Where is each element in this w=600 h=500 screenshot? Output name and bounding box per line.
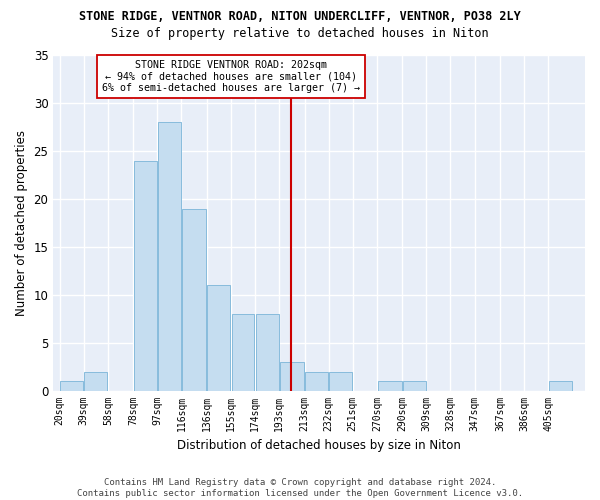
- Bar: [305, 372, 328, 391]
- Text: STONE RIDGE, VENTNOR ROAD, NITON UNDERCLIFF, VENTNOR, PO38 2LY: STONE RIDGE, VENTNOR ROAD, NITON UNDERCL…: [79, 10, 521, 23]
- Bar: [60, 382, 83, 391]
- Bar: [134, 160, 157, 391]
- Bar: [232, 314, 254, 391]
- Bar: [158, 122, 181, 391]
- Bar: [549, 382, 572, 391]
- Bar: [256, 314, 278, 391]
- Bar: [329, 372, 352, 391]
- Bar: [182, 208, 206, 391]
- X-axis label: Distribution of detached houses by size in Niton: Distribution of detached houses by size …: [177, 440, 461, 452]
- Bar: [403, 382, 426, 391]
- Text: Contains HM Land Registry data © Crown copyright and database right 2024.
Contai: Contains HM Land Registry data © Crown c…: [77, 478, 523, 498]
- Y-axis label: Number of detached properties: Number of detached properties: [15, 130, 28, 316]
- Bar: [280, 362, 304, 391]
- Bar: [377, 382, 401, 391]
- Text: Size of property relative to detached houses in Niton: Size of property relative to detached ho…: [111, 28, 489, 40]
- Text: STONE RIDGE VENTNOR ROAD: 202sqm    
← 94% of detached houses are smaller (104)
: STONE RIDGE VENTNOR ROAD: 202sqm ← 94% o…: [102, 60, 360, 93]
- Bar: [208, 286, 230, 391]
- Bar: [85, 372, 107, 391]
